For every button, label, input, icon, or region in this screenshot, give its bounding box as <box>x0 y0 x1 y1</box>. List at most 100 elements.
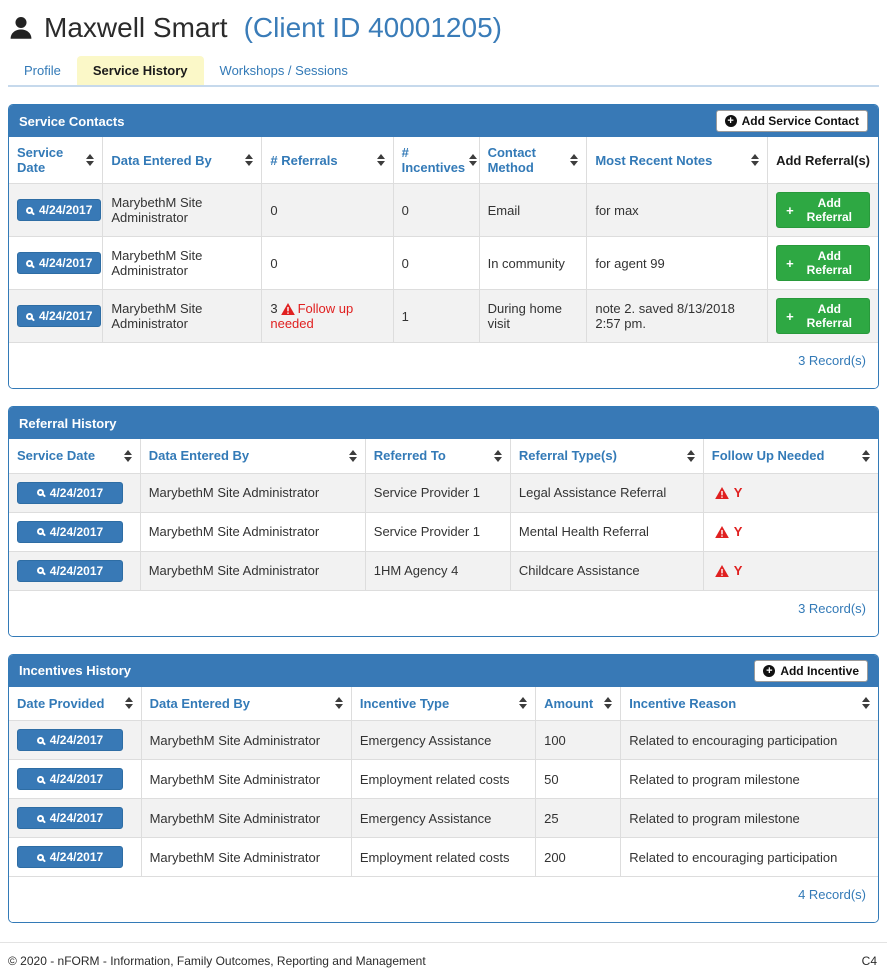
panel-title: Service Contacts <box>19 113 125 129</box>
col-referral-types[interactable]: Referral Type(s) <box>509 439 704 474</box>
follow-up-value: Y <box>733 485 743 500</box>
table-header-row: Date Provided Data Entered By Incentive … <box>9 686 878 721</box>
client-name: Maxwell Smart <box>44 12 228 43</box>
table-row: 4/24/2017 MarybethM Site Administrator E… <box>9 759 878 799</box>
date-provided: 4/24/2017 <box>49 850 104 864</box>
column-label: Service Date <box>17 448 96 464</box>
col-contact-method[interactable]: Contact Method <box>478 137 588 184</box>
date-provided: 4/24/2017 <box>49 772 104 786</box>
warning-icon <box>714 564 729 578</box>
entered-by-cell: MarybethM Site Administrator <box>140 837 352 877</box>
view-referral-button[interactable]: 4/24/2017 <box>17 481 123 504</box>
view-service-contact-button[interactable]: 4/24/2017 <box>17 252 102 274</box>
service-date: 4/24/2017 <box>49 524 104 539</box>
add-incentive-button[interactable]: + Add Incentive <box>754 659 868 682</box>
record-count: 3 Record(s) <box>9 590 878 636</box>
view-incentive-button[interactable]: 4/24/2017 <box>17 846 123 868</box>
tab-workshops-sessions[interactable]: Workshops / Sessions <box>219 63 348 78</box>
col-num-incentives[interactable]: # Incentives <box>392 137 480 184</box>
service-date: 4/24/2017 <box>49 485 104 500</box>
notes-cell: for max <box>586 183 769 237</box>
add-referral-button[interactable]: + Add Referral <box>776 245 870 281</box>
col-follow-up-needed[interactable]: Follow Up Needed <box>702 439 878 474</box>
warning-icon <box>714 486 729 500</box>
referred-to-cell: 1HM Agency 4 <box>364 550 511 591</box>
referrals-count: 3 <box>270 301 278 316</box>
col-data-entered-by[interactable]: Data Entered By <box>139 439 366 474</box>
view-incentive-button[interactable]: 4/24/2017 <box>17 729 123 751</box>
plus-icon: + <box>786 202 794 218</box>
view-service-contact-button[interactable]: 4/24/2017 <box>17 199 102 221</box>
amount-cell: 50 <box>535 759 622 799</box>
sort-icon <box>862 697 870 710</box>
referral-history-table: Service Date Data Entered By Referred To… <box>9 439 878 591</box>
person-icon <box>8 15 34 41</box>
entered-by-cell: MarybethM Site Administrator <box>102 236 263 290</box>
referral-type-cell: Legal Assistance Referral <box>509 472 704 513</box>
column-label: Data Entered By <box>111 152 212 168</box>
column-label: Data Entered By <box>149 695 250 711</box>
view-incentive-button[interactable]: 4/24/2017 <box>17 768 123 790</box>
add-referral-button[interactable]: + Add Referral <box>776 192 870 228</box>
column-label: Most Recent Notes <box>595 152 713 168</box>
col-date-provided[interactable]: Date Provided <box>9 686 142 721</box>
col-service-date[interactable]: Service Date <box>9 137 104 184</box>
record-count: 4 Record(s) <box>9 877 878 922</box>
add-referral-button[interactable]: + Add Referral <box>776 298 870 334</box>
notes-cell: note 2. saved 8/13/2018 2:57 pm. <box>586 289 769 343</box>
incentive-type-cell: Employment related costs <box>350 837 537 877</box>
col-add-referrals: Add Referral(s) <box>767 137 878 184</box>
sort-icon <box>751 154 760 166</box>
col-service-date[interactable]: Service Date <box>9 439 141 474</box>
col-num-referrals[interactable]: # Referrals <box>261 137 394 184</box>
table-row: 4/24/2017 MarybethM Site Administrator 0… <box>9 183 878 237</box>
plus-icon: + <box>786 308 794 324</box>
incentive-type-cell: Emergency Assistance <box>350 798 537 838</box>
table-row: 4/24/2017 MarybethM Site Administrator E… <box>9 720 878 760</box>
col-data-entered-by[interactable]: Data Entered By <box>102 137 263 184</box>
magnifier-icon <box>36 814 44 822</box>
incentives-history-heading: Incentives History + Add Incentive <box>9 654 878 687</box>
entered-by-cell: MarybethM Site Administrator <box>139 511 366 552</box>
service-contacts-heading: Service Contacts + Add Service Contact <box>9 105 878 137</box>
date-provided: 4/24/2017 <box>49 811 104 825</box>
incentives-history-table: Date Provided Data Entered By Incentive … <box>9 686 878 877</box>
table-header-row: Service Date Data Entered By # Referrals… <box>9 137 878 184</box>
view-service-contact-button[interactable]: 4/24/2017 <box>17 305 102 327</box>
entered-by-cell: MarybethM Site Administrator <box>139 550 366 591</box>
tab-profile[interactable]: Profile <box>24 63 61 78</box>
amount-cell: 200 <box>535 837 622 877</box>
sort-icon <box>245 154 254 166</box>
entered-by-cell: MarybethM Site Administrator <box>139 472 366 513</box>
follow-up-value: Y <box>733 563 743 578</box>
col-most-recent-notes[interactable]: Most Recent Notes <box>586 137 769 184</box>
incentives-cell: 0 <box>392 236 480 290</box>
magnifier-icon <box>26 259 33 267</box>
col-data-entered-by[interactable]: Data Entered By <box>140 686 352 721</box>
sort-icon <box>862 449 870 462</box>
referral-type-cell: Childcare Assistance <box>509 550 704 591</box>
incentives-cell: 1 <box>392 289 480 343</box>
entered-by-cell: MarybethM Site Administrator <box>140 798 352 838</box>
follow-up-value: Y <box>733 524 743 539</box>
col-amount[interactable]: Amount <box>535 686 622 721</box>
col-incentive-type[interactable]: Incentive Type <box>350 686 537 721</box>
view-referral-button[interactable]: 4/24/2017 <box>17 520 123 543</box>
warning-icon <box>714 525 729 539</box>
table-row: 4/24/2017 MarybethM Site Administrator S… <box>9 472 878 513</box>
col-referred-to[interactable]: Referred To <box>364 439 511 474</box>
service-date: 4/24/2017 <box>39 256 93 270</box>
amount-cell: 25 <box>535 798 622 838</box>
view-incentive-button[interactable]: 4/24/2017 <box>17 807 123 829</box>
view-referral-button[interactable]: 4/24/2017 <box>17 559 123 582</box>
sort-icon <box>334 697 343 710</box>
add-service-contact-button[interactable]: + Add Service Contact <box>715 110 868 132</box>
referrals-cell: 0 <box>261 183 394 237</box>
magnifier-icon <box>26 206 33 214</box>
followup-flag: Follow up needed <box>270 301 354 331</box>
column-label: Date Provided <box>17 695 105 711</box>
col-incentive-reason[interactable]: Incentive Reason <box>620 686 878 721</box>
tab-service-history[interactable]: Service History <box>76 56 204 85</box>
referred-to-cell: Service Provider 1 <box>364 472 511 513</box>
magnifier-icon <box>26 312 33 320</box>
